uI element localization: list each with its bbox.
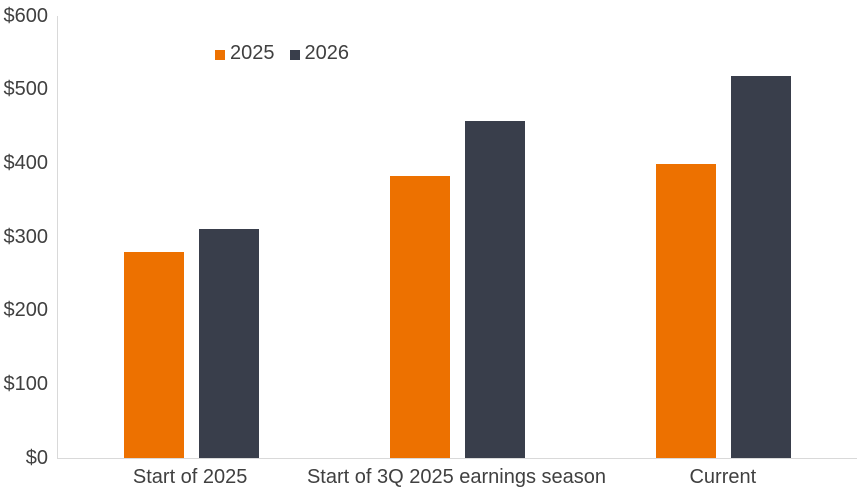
legend-item-2026: 2026 [289, 42, 350, 65]
y-tick-label: $600 [3, 4, 49, 27]
legend-item-2025: 2025 [215, 42, 275, 65]
bar-2025-group2 [390, 176, 450, 458]
legend-marker-2026-icon [289, 49, 300, 60]
bar-2026-group3 [731, 76, 792, 458]
x-category-label: Start of 3Q 2025 earnings season [306, 466, 607, 488]
legend: 2025 2026 [215, 42, 349, 65]
legend-marker-2025-icon [215, 49, 225, 60]
y-tick-label: $400 [3, 151, 49, 174]
y-tick-label: $100 [3, 372, 49, 395]
y-tick-label: $0 [25, 446, 48, 469]
legend-label-2025: 2025 [230, 42, 275, 64]
x-category-label: Current [689, 466, 757, 488]
bar-2026-group2 [465, 121, 525, 458]
x-category-label: Start of 2025 [132, 466, 248, 488]
y-tick-label: $300 [3, 225, 49, 248]
bar-2025-group1 [123, 252, 184, 458]
legend-label-2026: 2026 [304, 42, 350, 64]
plot-area [57, 16, 857, 459]
bar-2026-group1 [198, 229, 259, 458]
y-tick-label: $200 [3, 299, 49, 322]
y-tick-label: $500 [3, 78, 49, 101]
bar-2025-group3 [656, 164, 717, 458]
